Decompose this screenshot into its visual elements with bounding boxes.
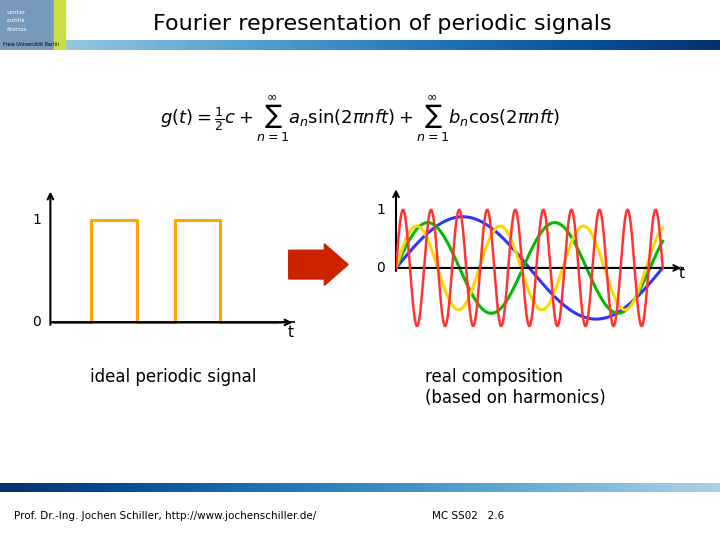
- Text: veritas: veritas: [6, 10, 25, 15]
- Text: 0: 0: [377, 261, 385, 275]
- Text: ideal periodic signal: ideal periodic signal: [89, 368, 256, 386]
- FancyArrow shape: [289, 244, 348, 285]
- Text: MC SS02   2.6: MC SS02 2.6: [432, 511, 504, 521]
- Text: t: t: [288, 325, 294, 340]
- Text: real composition
(based on harmonics): real composition (based on harmonics): [425, 368, 606, 407]
- Bar: [55, 0, 65, 50]
- Text: 0: 0: [32, 315, 41, 329]
- Text: Fourier representation of periodic signals: Fourier representation of periodic signa…: [153, 14, 612, 34]
- Text: Prof. Dr.-Ing. Jochen Schiller, http://www.jochenschiller.de/: Prof. Dr.-Ing. Jochen Schiller, http://w…: [14, 511, 317, 521]
- Text: Freie Universität Berlin: Freie Universität Berlin: [3, 42, 58, 46]
- Text: t: t: [678, 266, 684, 281]
- Text: 1: 1: [377, 202, 385, 217]
- Text: 1: 1: [32, 213, 41, 227]
- Text: $g(t) = \frac{1}{2}c + \sum_{n=1}^{\infty} a_n \sin(2\pi n f t) + \sum_{n=1}^{\i: $g(t) = \frac{1}{2}c + \sum_{n=1}^{\inft…: [160, 94, 560, 144]
- Text: libertas: libertas: [6, 27, 27, 32]
- Text: iustitia: iustitia: [6, 18, 25, 23]
- Bar: [0, 0, 55, 50]
